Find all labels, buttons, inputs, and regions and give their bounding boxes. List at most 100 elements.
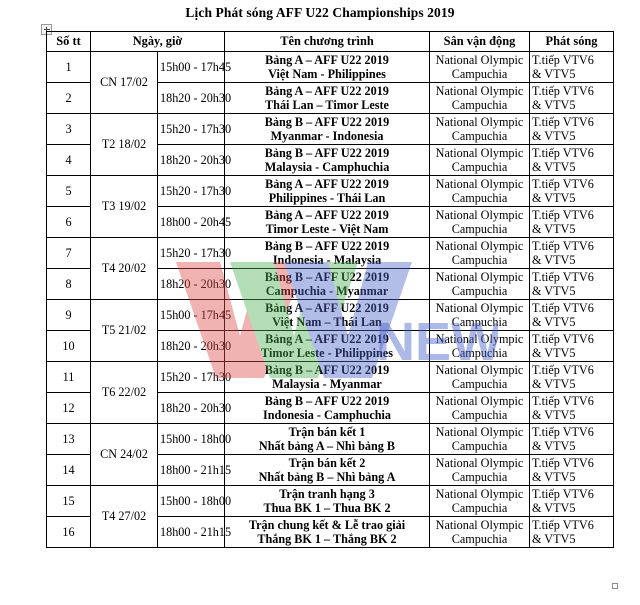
- cell-broadcast: T.tiếp VTV6 & VTV5: [529, 51, 614, 83]
- cell-program: Trận bán kết 1 Nhất bảng A – Nhì bảng B: [224, 423, 430, 455]
- venue-name: National Olympic: [435, 362, 524, 377]
- cell-program: Bảng B – AFF U22 2019 Indonesia - Malaysi…: [224, 237, 430, 269]
- cell-venue: National Olympic Campuchia: [429, 113, 530, 145]
- cell-time: 18h20 - 20h30: [157, 330, 231, 362]
- venue-name: National Olympic: [435, 176, 524, 191]
- cell-stt: 12: [46, 392, 91, 424]
- program-matchup: Việt Nam - Philippines: [268, 67, 386, 81]
- cell-time: 15h20 - 17h30: [157, 175, 231, 207]
- table-row: 7 T4 20/02 15h20 - 17h30 Bảng B – AFF U22 2…: [46, 237, 614, 300]
- cell-program: Bảng A – AFF U22 2019 Philippines - Thái …: [224, 175, 430, 207]
- program-matchup: Timor Leste - Philippines: [261, 346, 393, 360]
- broadcast-primary: T.tiếp VTV6: [532, 424, 594, 439]
- table-row: 1 CN 17/02 15h00 - 17h45 Bảng A – AFF U22 2…: [46, 51, 614, 114]
- cell-venue: National Olympic Campuchia: [429, 330, 530, 362]
- program-title: Bảng A – AFF U22 2019: [265, 300, 389, 315]
- program-title: Bảng B – AFF U22 2019: [264, 269, 390, 284]
- program-matchup: Timor Leste - Việt Nam: [265, 222, 389, 236]
- cell-stt: 9: [46, 299, 91, 331]
- broadcast-primary: T.tiếp VTV6: [532, 207, 594, 222]
- cell-program: Bảng A – AFF U22 2019 Timor Leste - Phili…: [224, 330, 430, 362]
- cell-venue: National Olympic Campuchia: [429, 237, 530, 269]
- cell-time: 18h00 - 20h45: [157, 206, 231, 238]
- cell-time: 15h00 - 17h45: [157, 51, 231, 83]
- cell-date: CN 24/02: [90, 423, 158, 486]
- program-matchup: Nhất bảng B – Nhì bảng A: [258, 470, 396, 484]
- cell-venue: National Olympic Campuchia: [429, 175, 530, 207]
- cell-stt: 14: [46, 454, 91, 486]
- cell-venue: National Olympic Campuchia: [429, 392, 530, 424]
- venue-location: Campuchia: [451, 284, 508, 298]
- cell-stt: 8: [46, 268, 91, 300]
- broadcast-secondary: & VTV5: [532, 315, 576, 329]
- broadcast-secondary: & VTV5: [532, 253, 576, 267]
- program-title: Bảng B – AFF U22 2019: [264, 238, 390, 253]
- cell-program: Bảng B – AFF U22 2019 Campuchia - Myanmar: [224, 268, 430, 300]
- cell-time: 18h20 - 20h30: [157, 268, 231, 300]
- cell-venue: National Olympic Campuchia: [429, 361, 530, 393]
- column-header-venue: Sân vận động: [429, 31, 530, 52]
- program-matchup: Myanmar - Indonesia: [270, 129, 384, 143]
- cell-program: Trận chung kết & Lễ trao giải Thắng BK 1 …: [224, 516, 430, 548]
- broadcast-primary: T.tiếp VTV6: [532, 52, 594, 67]
- venue-name: National Olympic: [435, 424, 524, 439]
- program-matchup: Indonesia - Camphuchia: [262, 408, 391, 422]
- broadcast-secondary: & VTV5: [532, 377, 576, 391]
- venue-name: National Olympic: [435, 486, 524, 501]
- cell-stt: 15: [46, 485, 91, 517]
- cell-time: 15h00 - 18h00: [157, 485, 231, 517]
- venue-name: National Olympic: [435, 83, 524, 98]
- cell-time: 18h00 - 21h15: [157, 516, 231, 548]
- broadcast-primary: T.tiếp VTV6: [532, 393, 594, 408]
- broadcast-secondary: & VTV5: [532, 470, 576, 484]
- program-title: Bảng A – AFF U22 2019: [265, 176, 389, 191]
- cell-time: 15h20 - 17h30: [157, 113, 231, 145]
- broadcast-primary: T.tiếp VTV6: [532, 331, 594, 346]
- cell-venue: National Olympic Campuchia: [429, 423, 530, 455]
- column-header-stt: Số tt: [46, 31, 91, 52]
- program-matchup: Malaysia - Camphuchia: [264, 160, 390, 174]
- broadcast-secondary: & VTV5: [532, 501, 576, 515]
- program-title: Bảng B – AFF U22 2019: [264, 362, 390, 377]
- cell-date: T4 20/02: [90, 237, 158, 300]
- cell-stt: 11: [46, 361, 91, 393]
- cell-venue: National Olympic Campuchia: [429, 144, 530, 176]
- venue-location: Campuchia: [451, 98, 508, 112]
- cell-broadcast: T.tiếp VTV6 & VTV5: [529, 299, 614, 331]
- broadcast-secondary: & VTV5: [532, 222, 576, 236]
- cell-date: T4 27/02: [90, 485, 158, 548]
- venue-location: Campuchia: [451, 253, 508, 267]
- venue-name: National Olympic: [435, 455, 524, 470]
- program-matchup: Nhất bảng A – Nhì bảng B: [258, 439, 396, 453]
- program-title: Trận bán kết 1: [288, 424, 366, 439]
- table-resize-handle[interactable]: [612, 583, 618, 589]
- broadcast-primary: T.tiếp VTV6: [532, 83, 594, 98]
- cell-time: 18h20 - 20h30: [157, 144, 231, 176]
- cell-program: Bảng B – AFF U22 2019 Myanmar - Indonesia: [224, 113, 430, 145]
- broadcast-secondary: & VTV5: [532, 284, 576, 298]
- broadcast-primary: T.tiếp VTV6: [532, 238, 594, 253]
- table-row: 16 18h00 - 21h15 Trận chung kết & Lễ trao …: [46, 516, 614, 548]
- cell-broadcast: T.tiếp VTV6 & VTV5: [529, 330, 614, 362]
- cell-time: 18h00 - 21h15: [157, 454, 231, 486]
- broadcast-primary: T.tiếp VTV6: [532, 517, 594, 532]
- table-row: 3 T2 18/02 15h20 - 17h30 Bảng B – AFF U22 2…: [46, 113, 614, 176]
- table-row: 15 T4 27/02 15h00 - 18h00 Trận tranh hạng 3…: [46, 485, 614, 548]
- venue-location: Campuchia: [451, 470, 508, 484]
- table-row: 8 18h20 - 20h30 Bảng B – AFF U22 2019 Campu…: [46, 268, 614, 300]
- cell-broadcast: T.tiếp VTV6 & VTV5: [529, 485, 614, 517]
- cell-stt: 1: [46, 51, 91, 83]
- broadcast-secondary: & VTV5: [532, 532, 576, 546]
- cell-stt: 7: [46, 237, 91, 269]
- venue-location: Campuchia: [451, 346, 508, 360]
- cell-stt: 13: [46, 423, 91, 455]
- program-title: Bảng A – AFF U22 2019: [265, 83, 389, 98]
- program-title: Bảng A – AFF U22 2019: [265, 52, 389, 67]
- cell-date: T2 18/02: [90, 113, 158, 176]
- cell-broadcast: T.tiếp VTV6 & VTV5: [529, 144, 614, 176]
- program-title: Bảng B – AFF U22 2019: [264, 145, 390, 160]
- cell-broadcast: T.tiếp VTV6 & VTV5: [529, 206, 614, 238]
- cell-time: 15h00 - 17h45: [157, 299, 231, 331]
- program-matchup: Thua BK 1 – Thua BK 2: [263, 501, 391, 515]
- cell-program: Bảng A – AFF U22 2019 Timor Leste - Việt …: [224, 206, 430, 238]
